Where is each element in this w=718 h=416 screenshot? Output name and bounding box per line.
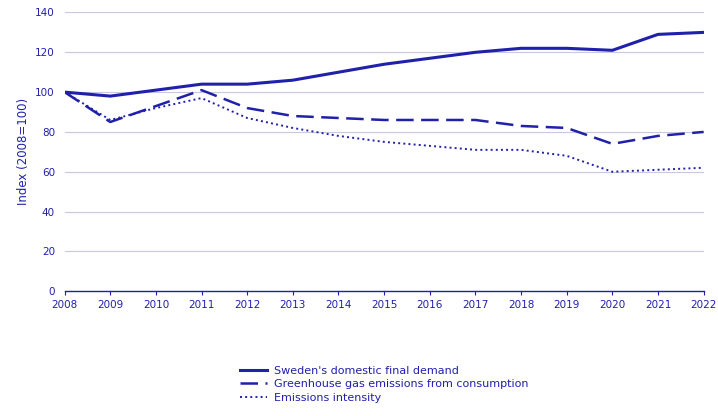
Greenhouse gas emissions from consumption — [699, 129, 708, 134]
Emissions intensity — [699, 165, 708, 170]
Emissions intensity — [562, 154, 571, 158]
Sweden's domestic final demand — [197, 82, 206, 87]
Emissions intensity — [243, 116, 251, 121]
Sweden's domestic final demand — [608, 48, 617, 53]
Emissions intensity — [426, 144, 434, 149]
Greenhouse gas emissions from consumption — [151, 104, 160, 109]
Greenhouse gas emissions from consumption — [608, 141, 617, 146]
Sweden's domestic final demand — [243, 82, 251, 87]
Emissions intensity — [380, 139, 388, 144]
Greenhouse gas emissions from consumption — [334, 116, 342, 121]
Greenhouse gas emissions from consumption — [197, 88, 206, 93]
Greenhouse gas emissions from consumption — [60, 89, 69, 94]
Sweden's domestic final demand — [699, 30, 708, 35]
Greenhouse gas emissions from consumption — [243, 106, 251, 111]
Sweden's domestic final demand — [471, 50, 480, 55]
Greenhouse gas emissions from consumption — [653, 134, 662, 139]
Emissions intensity — [60, 89, 69, 94]
Sweden's domestic final demand — [562, 46, 571, 51]
Line: Greenhouse gas emissions from consumption: Greenhouse gas emissions from consumptio… — [65, 90, 704, 144]
Sweden's domestic final demand — [426, 56, 434, 61]
Sweden's domestic final demand — [289, 78, 297, 83]
Greenhouse gas emissions from consumption — [471, 117, 480, 122]
Greenhouse gas emissions from consumption — [562, 126, 571, 131]
Sweden's domestic final demand — [60, 89, 69, 94]
Emissions intensity — [471, 147, 480, 152]
Emissions intensity — [608, 169, 617, 174]
Sweden's domestic final demand — [653, 32, 662, 37]
Greenhouse gas emissions from consumption — [426, 117, 434, 122]
Sweden's domestic final demand — [334, 70, 342, 75]
Emissions intensity — [334, 134, 342, 139]
Greenhouse gas emissions from consumption — [380, 117, 388, 122]
Greenhouse gas emissions from consumption — [106, 119, 115, 124]
Emissions intensity — [197, 96, 206, 101]
Sweden's domestic final demand — [151, 88, 160, 93]
Greenhouse gas emissions from consumption — [517, 124, 526, 129]
Line: Emissions intensity: Emissions intensity — [65, 92, 704, 172]
Emissions intensity — [106, 117, 115, 122]
Greenhouse gas emissions from consumption — [289, 114, 297, 119]
Sweden's domestic final demand — [106, 94, 115, 99]
Emissions intensity — [517, 147, 526, 152]
Emissions intensity — [151, 106, 160, 111]
Emissions intensity — [289, 126, 297, 131]
Sweden's domestic final demand — [517, 46, 526, 51]
Legend: Sweden's domestic final demand, Greenhouse gas emissions from consumption, Emiss: Sweden's domestic final demand, Greenhou… — [240, 366, 528, 403]
Line: Sweden's domestic final demand: Sweden's domestic final demand — [65, 32, 704, 96]
Sweden's domestic final demand — [380, 62, 388, 67]
Y-axis label: Index (2008=100): Index (2008=100) — [17, 98, 29, 206]
Emissions intensity — [653, 167, 662, 172]
